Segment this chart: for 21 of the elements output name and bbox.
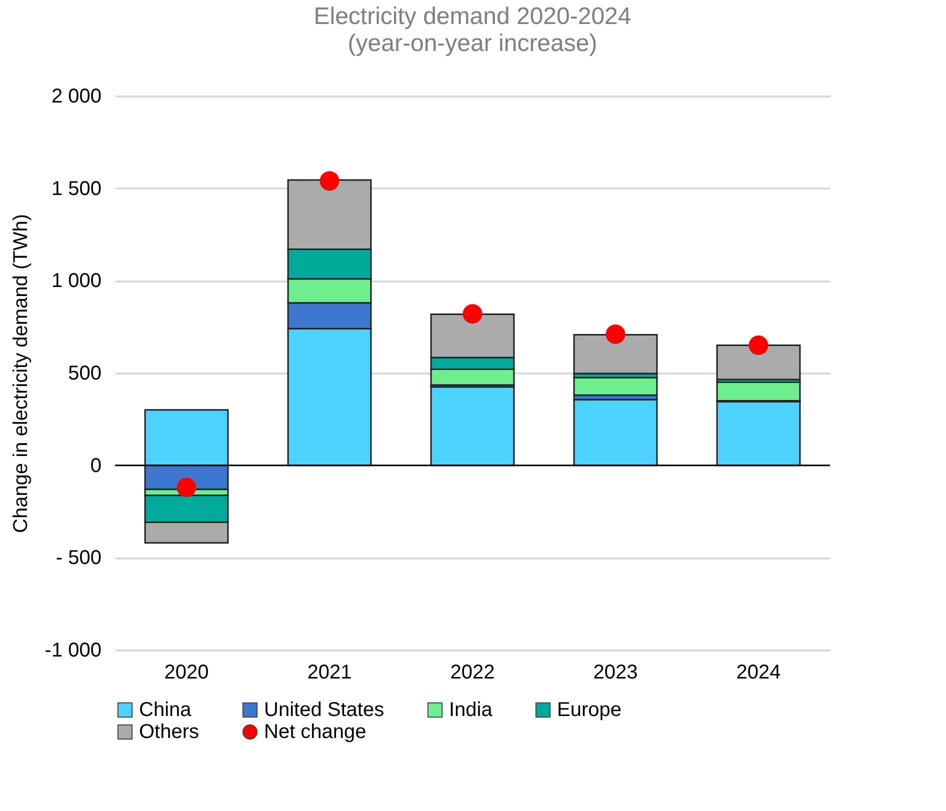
x-tick-label: 2022 (450, 662, 495, 684)
y-axis-title: Change in electricity demand (TWh) (10, 214, 32, 534)
x-tick-label: 2024 (736, 662, 781, 684)
chart-subtitle: (year-on-year increase) (348, 30, 598, 57)
legend-label: Others (139, 721, 200, 743)
y-tick-label: 2 000 (51, 86, 102, 108)
y-tick-label: -1 000 (44, 640, 102, 662)
x-tick-label: 2023 (593, 662, 638, 684)
x-tick-label: 2020 (164, 662, 209, 684)
legend-label: United States (264, 699, 384, 721)
y-tick-label: 1 500 (51, 178, 102, 200)
y-tick-label: 500 (68, 362, 102, 384)
x-tick-label: 2021 (307, 662, 352, 684)
y-tick-label: 1 000 (51, 270, 102, 292)
y-tick-label: 0 (90, 454, 102, 477)
chart-title: Electricity demand 2020-2024 (314, 3, 632, 30)
legend-label: Europe (557, 699, 622, 721)
legend-label: India (449, 699, 494, 721)
legend-label: Net change (264, 721, 366, 743)
legend-label: China (139, 699, 192, 721)
y-tick-label: - 500 (56, 547, 102, 570)
